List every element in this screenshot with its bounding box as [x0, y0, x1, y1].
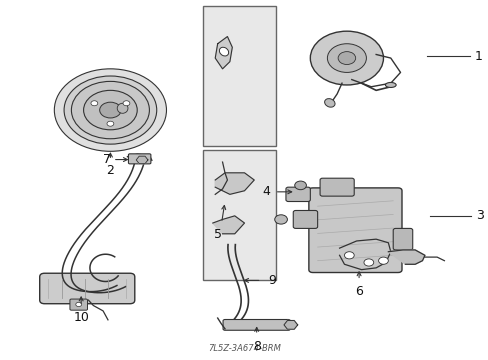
Ellipse shape	[324, 99, 334, 107]
Text: 2: 2	[106, 164, 114, 177]
Circle shape	[294, 181, 306, 190]
FancyBboxPatch shape	[285, 187, 310, 202]
Bar	[203, 6, 276, 146]
Circle shape	[83, 90, 137, 130]
Bar	[203, 149, 276, 280]
Text: 4: 4	[262, 185, 270, 198]
Circle shape	[274, 215, 287, 224]
FancyBboxPatch shape	[223, 319, 290, 330]
Polygon shape	[212, 216, 244, 234]
Polygon shape	[339, 239, 390, 270]
Polygon shape	[215, 173, 254, 194]
Circle shape	[71, 81, 149, 139]
FancyBboxPatch shape	[320, 178, 353, 196]
Ellipse shape	[385, 82, 395, 87]
Text: 6: 6	[354, 285, 362, 298]
FancyBboxPatch shape	[392, 228, 412, 250]
FancyBboxPatch shape	[293, 211, 317, 228]
Circle shape	[378, 257, 387, 264]
Circle shape	[123, 101, 130, 106]
Circle shape	[344, 252, 353, 259]
Polygon shape	[387, 250, 424, 264]
Circle shape	[363, 259, 373, 266]
Text: 1: 1	[474, 50, 482, 63]
Polygon shape	[215, 37, 232, 69]
Ellipse shape	[219, 47, 228, 56]
Text: 7L5Z-3A674-BRM: 7L5Z-3A674-BRM	[207, 344, 281, 353]
Circle shape	[107, 121, 114, 126]
FancyBboxPatch shape	[70, 299, 87, 310]
Circle shape	[54, 69, 166, 151]
Circle shape	[327, 44, 366, 72]
Circle shape	[91, 101, 98, 106]
Text: 10: 10	[73, 311, 89, 324]
Ellipse shape	[117, 103, 128, 113]
FancyBboxPatch shape	[128, 154, 151, 164]
FancyBboxPatch shape	[308, 188, 401, 273]
Text: 5: 5	[213, 228, 221, 242]
Text: 3: 3	[475, 210, 483, 222]
Polygon shape	[284, 320, 297, 329]
Circle shape	[76, 302, 81, 307]
Text: 7: 7	[103, 153, 111, 166]
Polygon shape	[136, 156, 148, 164]
FancyBboxPatch shape	[40, 273, 135, 304]
Circle shape	[310, 31, 383, 85]
Text: 8: 8	[252, 339, 260, 352]
Circle shape	[100, 102, 121, 118]
Circle shape	[64, 76, 157, 144]
Text: 9: 9	[267, 274, 275, 287]
Circle shape	[337, 51, 355, 64]
